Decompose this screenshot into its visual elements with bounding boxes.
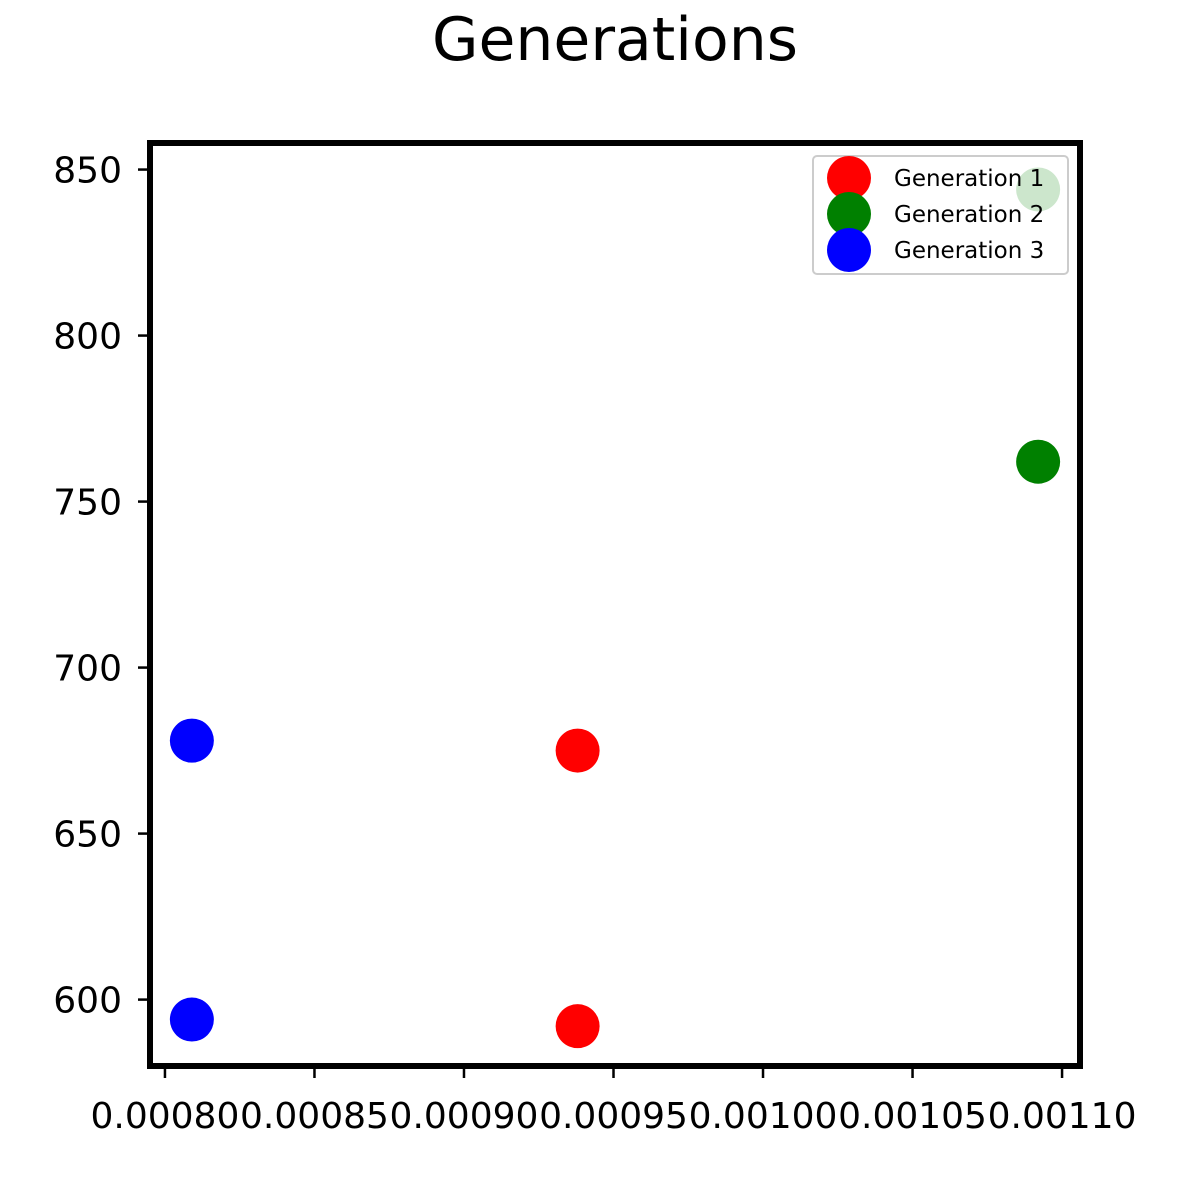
x-tick-label: 0.00095 [539, 1096, 688, 1137]
legend-marker [827, 192, 871, 236]
legend-label: Generation 1 [894, 166, 1044, 192]
x-tick-label: 0.00085 [240, 1096, 389, 1137]
x-tick-label: 0.00090 [390, 1096, 539, 1137]
legend-box [812, 155, 1069, 275]
legend-marker [827, 228, 871, 272]
data-point-generation-1 [555, 1004, 600, 1049]
x-tick-label: 0.00105 [838, 1096, 987, 1137]
data-point-generation-3 [169, 718, 214, 763]
x-tick-label: 0.00110 [988, 1096, 1137, 1137]
y-tick-label: 600 [53, 981, 122, 1022]
legend-label: Generation 3 [894, 238, 1044, 264]
y-tick-label: 800 [53, 317, 122, 358]
legend: Generation 1 Generation 2 Generation 3 [812, 155, 1069, 275]
y-axis: 600 650 700 750 800 850 [53, 151, 150, 1022]
data-point-generation-1 [555, 728, 600, 773]
chart-title: Generations [432, 5, 798, 75]
y-tick-label: 750 [53, 483, 122, 524]
legend-label: Generation 2 [894, 202, 1044, 228]
x-axis: 0.00080 0.00085 0.00090 0.00095 0.00100 0.001… [91, 1066, 1137, 1137]
y-tick-label: 850 [53, 151, 122, 192]
plot-area [150, 143, 1080, 1066]
data-point-generation-2 [1016, 439, 1061, 484]
x-tick-label: 0.00080 [91, 1096, 240, 1137]
legend-marker [827, 156, 871, 200]
data-point-generation-3 [169, 997, 214, 1042]
plot-frame [147, 140, 1083, 1069]
y-tick-label: 650 [53, 815, 122, 856]
y-tick-label: 700 [53, 649, 122, 690]
x-tick-label: 0.00100 [689, 1096, 838, 1137]
